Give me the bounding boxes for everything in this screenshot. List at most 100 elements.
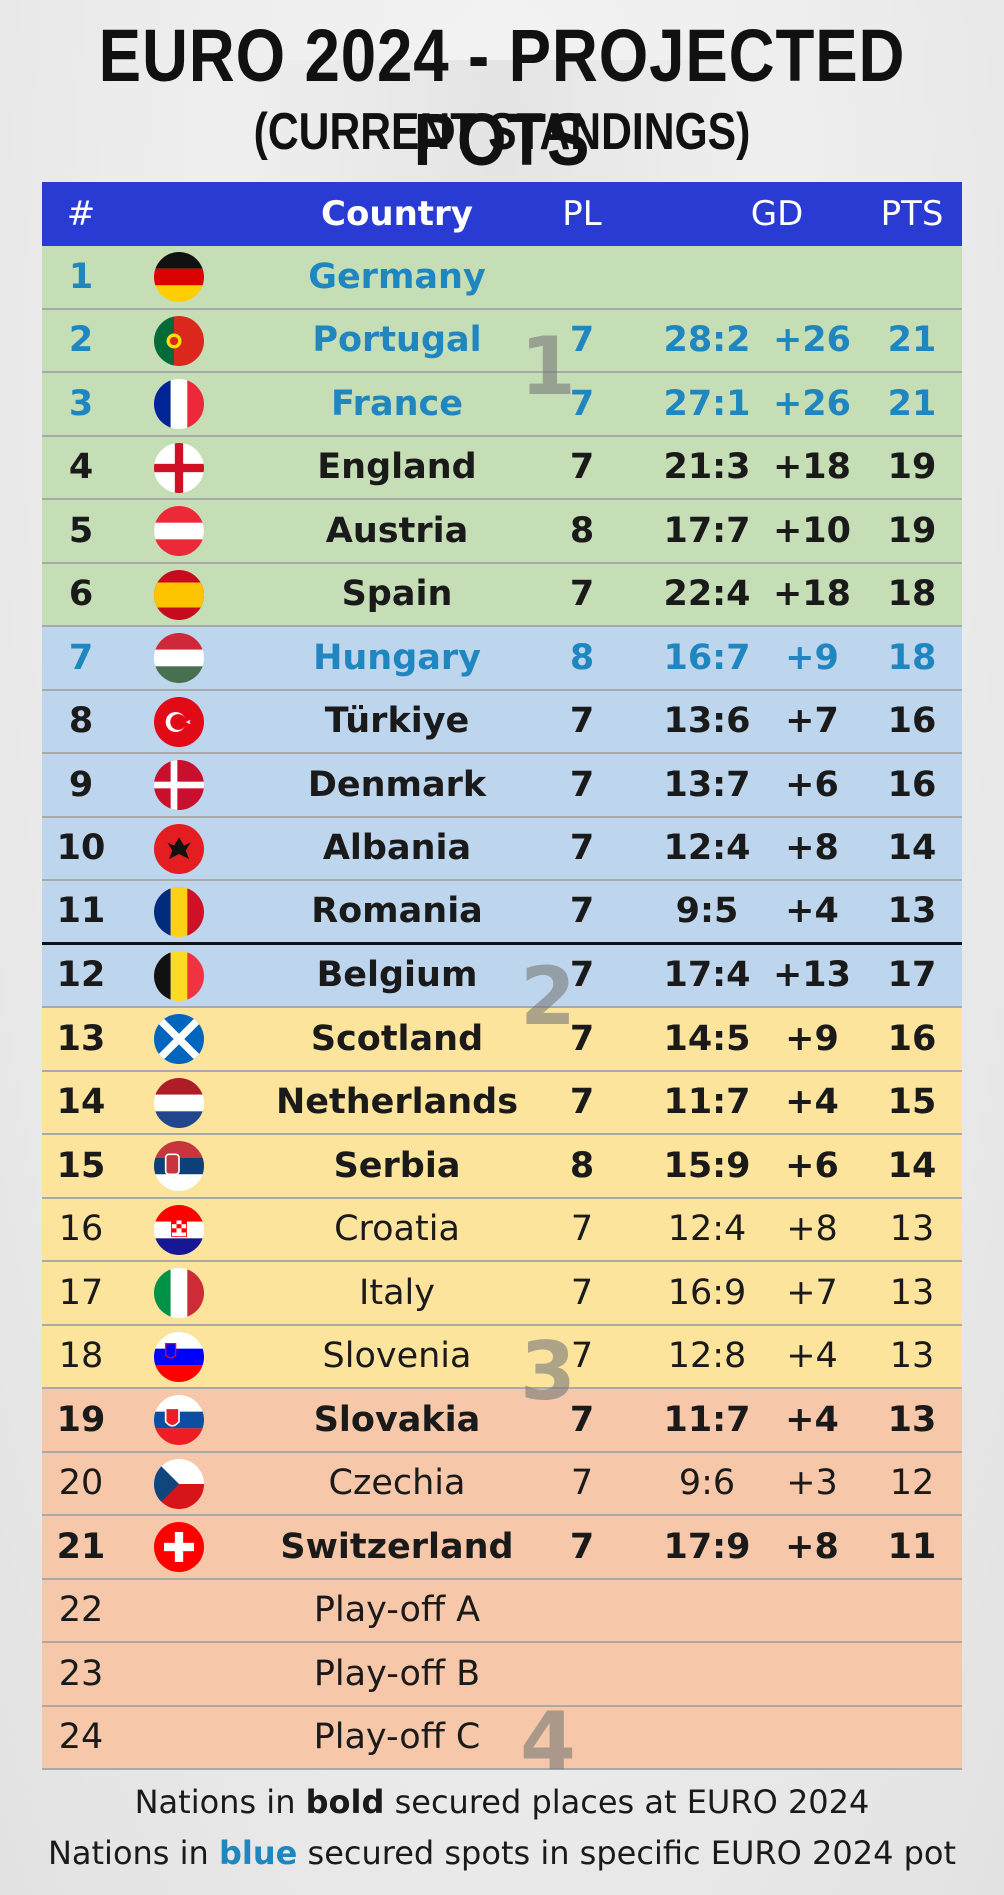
- goals-cell: 15:9: [663, 1145, 751, 1186]
- table-row: 21 Switzerland 7 17:9 +8 11: [42, 1516, 962, 1580]
- points-cell: 13: [889, 1209, 935, 1250]
- table-row: 17 Italy 7 16:9 +7 13: [42, 1262, 962, 1326]
- goals-cell: 11:7: [663, 1082, 751, 1123]
- rank-cell: 2: [68, 320, 94, 361]
- table-row: 6 Spain 7 22:4 +18 18: [42, 563, 962, 627]
- england-flag-icon: [154, 442, 204, 493]
- points-cell: 13: [889, 1272, 935, 1313]
- pot-1-marker: 1: [520, 320, 576, 413]
- played-cell: 7: [570, 1336, 594, 1377]
- pot-4-marker: 4: [520, 1695, 576, 1788]
- rank-cell: 8: [68, 701, 94, 742]
- points-cell: 13: [889, 1336, 935, 1377]
- table-header: # Country PL GD PTS: [42, 182, 962, 246]
- points-cell: 21: [887, 383, 937, 424]
- points-cell: 14: [887, 828, 937, 869]
- played-cell: 7: [569, 764, 595, 805]
- footer-line1-bold: bold: [305, 1783, 385, 1821]
- page-subtitle: (CURRENT STANDINGS): [253, 103, 751, 161]
- footer-line1-post: secured places at EURO 2024: [384, 1783, 870, 1821]
- goals-cell: 17:9: [663, 1526, 751, 1567]
- table-row: 11 Romania 7 9:5 +4 13: [42, 881, 962, 945]
- goal-diff-cell: +9: [785, 1018, 839, 1059]
- table-row: 4 England 7 21:3 +18 19: [42, 436, 962, 500]
- goal-diff-cell: +4: [785, 891, 839, 932]
- table-row: 12 Belgium 7 17:4 +13 17: [42, 944, 962, 1008]
- italy-flag-icon: [154, 1268, 204, 1318]
- table-row: 2 Portugal 7 28:2 +26 21: [42, 309, 962, 373]
- table-row: 19 Slovakia 7 11:7 +4 13: [42, 1389, 962, 1453]
- goals-cell: 16:7: [663, 637, 751, 678]
- table-row: 10 Albania 7 12:4 +8 14: [42, 817, 962, 881]
- table-row: 20 Czechia 7 9:6 +3 12: [42, 1452, 962, 1516]
- standings-table: # Country PL GD PTS 1 Germany 2 Portugal 7 28…: [42, 182, 962, 1788]
- points-cell: 19: [887, 510, 937, 551]
- romania-flag-icon: [154, 887, 204, 937]
- played-cell: 7: [569, 828, 595, 869]
- country-cell: Romania: [311, 891, 483, 932]
- goal-diff-cell: +13: [772, 955, 852, 996]
- played-cell: 7: [569, 1082, 595, 1123]
- rank-cell: 18: [58, 1336, 104, 1377]
- rank-cell: 11: [56, 891, 106, 932]
- table-row: 23 Play-off B: [42, 1643, 962, 1707]
- points-cell: 19: [887, 447, 937, 488]
- goal-diff-cell: +8: [785, 1526, 839, 1567]
- goals-cell: 21:3: [663, 447, 751, 488]
- points-cell: 16: [887, 701, 937, 742]
- goal-diff-cell: +8: [785, 828, 839, 869]
- rank-cell: 4: [68, 447, 94, 488]
- turkiye-flag-icon: [154, 696, 204, 747]
- rank-cell: 5: [68, 510, 94, 551]
- table-row: 15 Serbia 8 15:9 +6 14: [42, 1135, 962, 1199]
- points-cell: 13: [887, 1399, 937, 1440]
- slovakia-flag-icon: [154, 1395, 204, 1445]
- country-cell: Italy: [359, 1272, 435, 1313]
- rank-cell: 7: [68, 637, 94, 678]
- country-cell: Croatia: [334, 1209, 460, 1250]
- goal-diff-cell: +7: [786, 1272, 838, 1313]
- table-row: 13 Scotland 7 14:5 +9 16: [42, 1008, 962, 1072]
- goal-diff-cell: +8: [786, 1209, 838, 1250]
- rank-cell: 17: [58, 1272, 104, 1313]
- goal-diff-cell: +6: [785, 1145, 839, 1186]
- goal-diff-cell: +10: [772, 510, 852, 551]
- germany-flag-icon: [154, 252, 204, 302]
- country-cell: Slovakia: [313, 1399, 481, 1440]
- rank-cell: 13: [56, 1018, 106, 1059]
- country-cell: Slovenia: [322, 1336, 472, 1377]
- country-cell: Spain: [341, 574, 453, 615]
- rank-cell: 15: [56, 1145, 106, 1186]
- header-num: #: [66, 194, 96, 234]
- rank-cell: 16: [58, 1209, 104, 1250]
- played-cell: 7: [569, 383, 595, 424]
- country-cell: Play-off A: [313, 1590, 481, 1631]
- points-cell: 13: [887, 891, 937, 932]
- rank-cell: 23: [58, 1653, 104, 1694]
- goal-diff-cell: +9: [785, 637, 839, 678]
- played-cell: 7: [569, 1399, 595, 1440]
- goal-diff-cell: +4: [786, 1336, 838, 1377]
- country-cell: France: [331, 383, 463, 424]
- table-row: 18 Slovenia 7 12:8 +4 13: [42, 1325, 962, 1389]
- goals-cell: 12:8: [667, 1336, 747, 1377]
- portugal-flag-icon: [154, 315, 204, 366]
- rank-cell: 24: [58, 1717, 104, 1758]
- country-cell: Serbia: [333, 1145, 461, 1186]
- points-cell: 18: [887, 574, 937, 615]
- points-cell: 17: [887, 955, 937, 996]
- table-row: 5 Austria 8 17:7 +10 19: [42, 500, 962, 564]
- goals-cell: 16:9: [667, 1272, 747, 1313]
- goal-diff-cell: +26: [772, 320, 852, 361]
- austria-flag-icon: [154, 506, 204, 556]
- points-cell: 21: [887, 320, 937, 361]
- goals-cell: 17:4: [663, 955, 751, 996]
- hungary-flag-icon: [154, 633, 204, 683]
- country-cell: Germany: [308, 256, 486, 297]
- country-cell: England: [317, 447, 477, 488]
- footer-line-2: Nations in blue secured spots in specifi…: [0, 1834, 1004, 1872]
- country-cell: Portugal: [312, 320, 482, 361]
- country-cell: Denmark: [307, 764, 487, 805]
- table-row: 7 Hungary 8 16:7 +9 18: [42, 627, 962, 691]
- points-cell: 14: [887, 1145, 937, 1186]
